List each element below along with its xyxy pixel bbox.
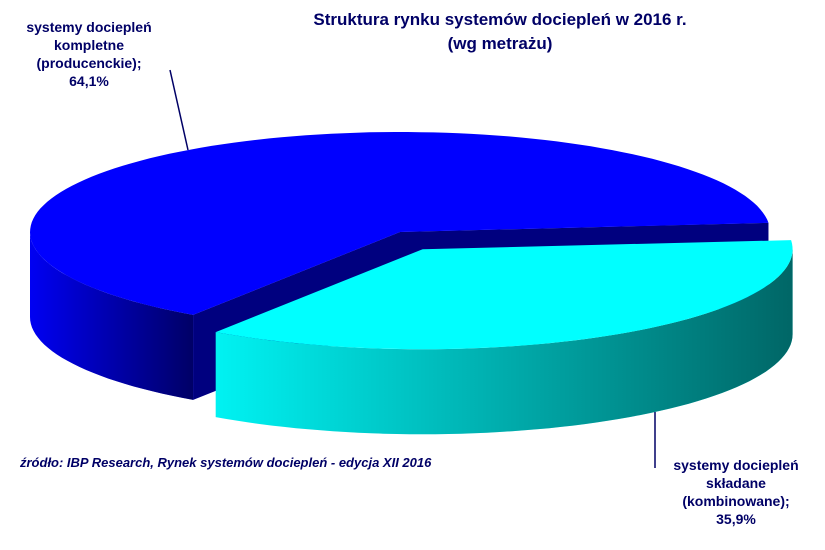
slice	[30, 132, 769, 315]
slice-side-shade	[30, 232, 194, 400]
slice	[215, 240, 793, 350]
label-category: systemy dociepleń kompletne (producencki…	[26, 19, 152, 71]
chart-title: Struktura rynku systemów dociepleń w 201…	[313, 10, 687, 29]
label-value: 35,9%	[716, 511, 756, 527]
chart-subtitle: (wg metrażu)	[447, 34, 553, 53]
source-note: źródło: IBP Research, Rynek systemów doc…	[20, 455, 432, 470]
slice-side-shade	[215, 249, 793, 435]
label-value: 64,1%	[69, 73, 109, 89]
data-label: systemy dociepleń kompletne (producencki…	[5, 18, 173, 90]
slices	[30, 132, 793, 435]
data-label: systemy dociepleń składane (kombinowane)…	[652, 456, 820, 528]
leader-line	[169, 69, 189, 151]
label-category: systemy dociepleń składane (kombinowane)…	[673, 457, 799, 509]
